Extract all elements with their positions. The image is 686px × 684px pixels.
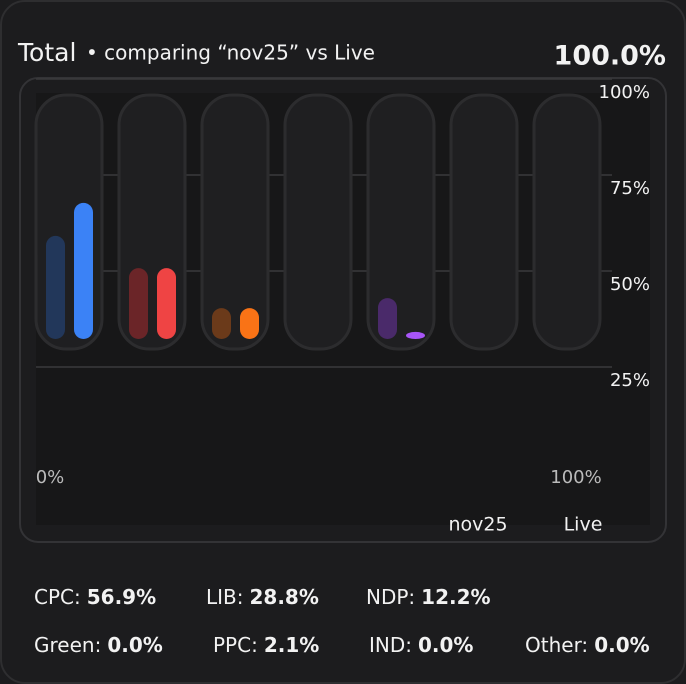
plot: 25% 50% 75% 100% 0% 100% nov25 Live: [34, 78, 650, 536]
stat-value: 56.9%: [87, 585, 156, 609]
slider-label: 100%: [550, 467, 601, 488]
y-tick-label: 50%: [610, 274, 650, 295]
legend-label: nov25: [448, 514, 507, 536]
legend-label: Live: [564, 514, 603, 536]
total: 100.0%: [554, 41, 666, 72]
stat-value: 0.0%: [107, 633, 162, 657]
bar: [295, 335, 314, 339]
y-tick-label: 100%: [599, 82, 650, 103]
column-pill: [283, 93, 353, 351]
stat: CPC: 56.9%: [34, 585, 156, 609]
stat-value: 12.2%: [421, 585, 490, 609]
stat-label: IND:: [369, 633, 412, 657]
y-tick-label: 25%: [610, 370, 650, 391]
column-pill: [449, 93, 519, 351]
stat: NDP: 12.2%: [366, 585, 491, 609]
bar: [406, 331, 425, 339]
bar: [323, 335, 342, 339]
subtitle: • comparing “nov25” vs Live: [86, 41, 375, 65]
stat-value: 0.0%: [418, 633, 473, 657]
stat-label: Other:: [525, 633, 588, 657]
bar: [129, 268, 148, 339]
stat-value: 2.1%: [264, 633, 319, 657]
stat-label: PPC:: [213, 633, 258, 657]
stat: IND: 0.0%: [369, 633, 473, 657]
bar: [212, 308, 231, 339]
bar: [461, 335, 480, 339]
stat-label: Green:: [34, 633, 101, 657]
bar: [74, 202, 93, 339]
bar: [489, 335, 508, 339]
column-pill: [532, 93, 602, 351]
stat-value: 28.8%: [250, 585, 319, 609]
stats: CPC: 56.9% LIB: 28.8% NDP: 12.2%Green: 0.0% PPC…: [34, 585, 650, 657]
bar: [240, 308, 259, 339]
bar: [544, 335, 563, 339]
stat-label: NDP:: [366, 585, 415, 609]
stat: LIB: 28.8%: [206, 585, 319, 609]
column-pill: [200, 93, 270, 351]
stat: PPC: 2.1%: [213, 633, 319, 657]
bar: [378, 298, 397, 339]
stat-value: 0.0%: [594, 633, 649, 657]
title: Total: [17, 38, 76, 67]
stat: Other: 0.0%: [525, 633, 650, 657]
bar: [157, 268, 176, 339]
bar: [572, 335, 591, 339]
stat-label: LIB:: [206, 585, 244, 609]
column-pill: [366, 93, 436, 351]
bar: [46, 235, 65, 339]
stat-label: CPC:: [34, 585, 81, 609]
stat: Green: 0.0%: [34, 633, 163, 657]
slider-label: 0%: [36, 467, 65, 488]
y-tick-label: 75%: [610, 178, 650, 199]
